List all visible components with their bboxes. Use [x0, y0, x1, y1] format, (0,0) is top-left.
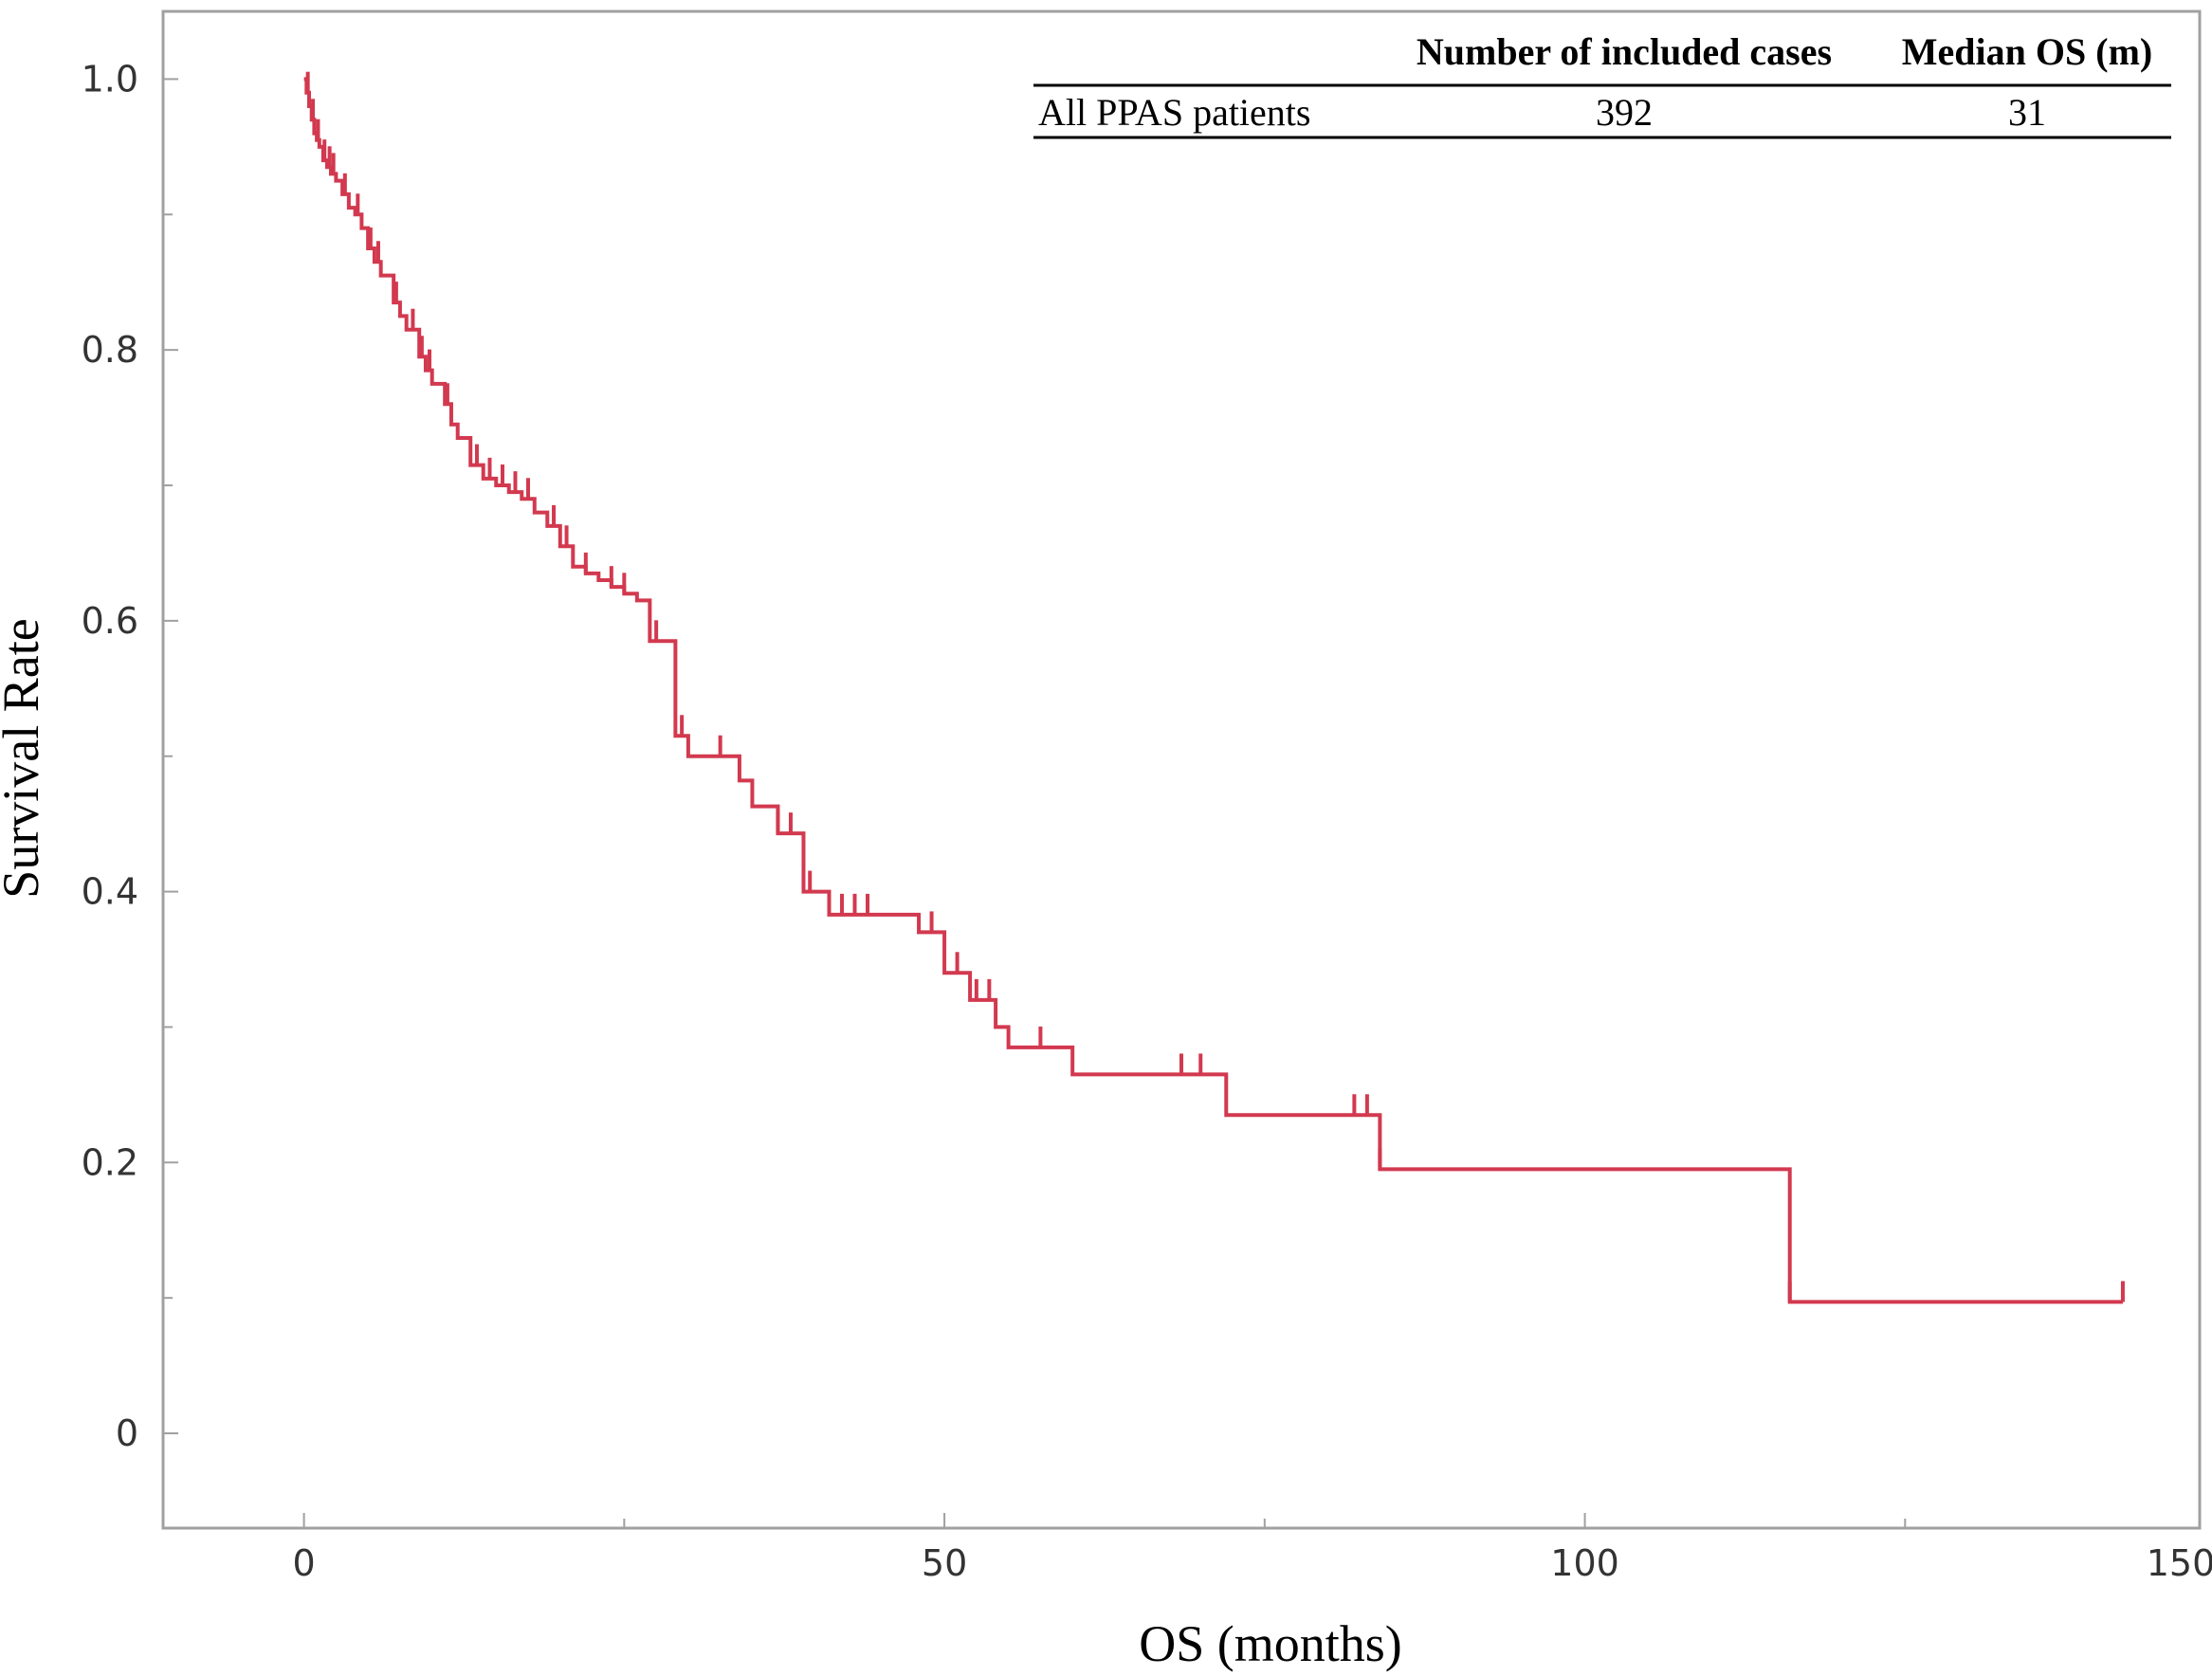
y-tick-label: 0	[116, 1412, 138, 1454]
y-tick-label: 0.4	[82, 871, 138, 913]
survival-curve	[303, 77, 2123, 1304]
x-tick-label: 150	[2147, 1542, 2212, 1584]
y-axis-ticks: 0 0.2 0.4 0.6 0.8 1.0	[82, 58, 178, 1454]
summary-table: Number of included cases Median OS (m) A…	[1033, 30, 2171, 139]
y-axis-title: Survival Rate	[0, 618, 49, 898]
x-tick-label: 0	[293, 1542, 316, 1584]
table-row-label: All PPAS patients	[1038, 91, 1310, 134]
table-header-cases: Number of included cases	[1417, 30, 1832, 73]
y-tick-label: 0.8	[82, 329, 138, 371]
table-header-median: Median OS (m)	[1902, 30, 2152, 73]
y-tick-label: 0.6	[82, 600, 138, 642]
x-axis-title: OS (months)	[1139, 1615, 1402, 1672]
x-tick-label: 50	[922, 1542, 967, 1584]
table-cell-cases: 392	[1596, 91, 1653, 134]
y-tick-label: 1.0	[82, 58, 138, 100]
x-tick-label: 100	[1550, 1542, 1619, 1584]
censor-marks	[305, 71, 2125, 1303]
x-axis-ticks: 0 50 100 150	[293, 1513, 2212, 1584]
y-tick-label: 0.2	[82, 1141, 138, 1183]
table-cell-median: 31	[2008, 91, 2046, 134]
plot-area	[161, 9, 2202, 1530]
